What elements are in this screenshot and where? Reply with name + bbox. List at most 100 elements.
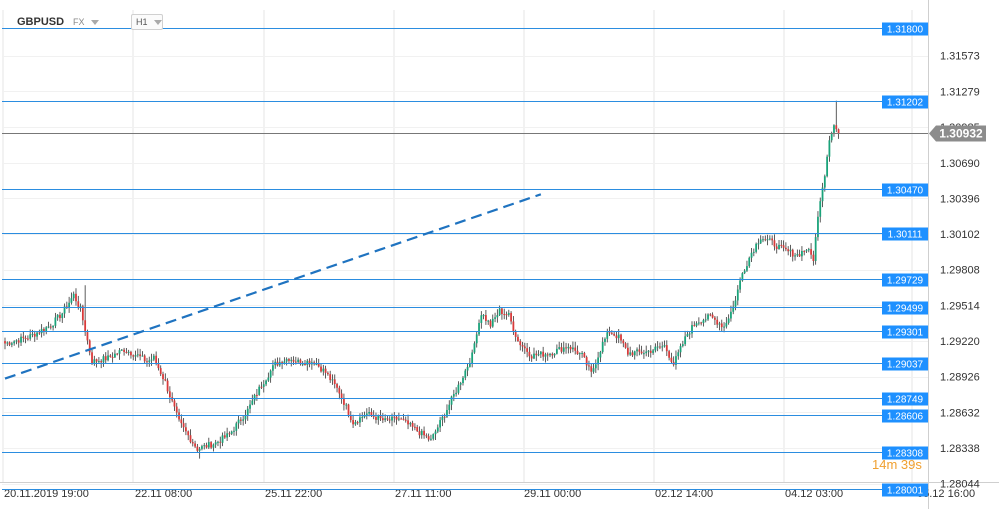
- candle-up: [221, 435, 224, 443]
- candle-down: [288, 359, 290, 361]
- candle-down: [631, 352, 634, 356]
- candle-up: [663, 345, 666, 347]
- candle-up: [368, 411, 371, 414]
- candle-down: [347, 404, 350, 415]
- candle-up: [604, 338, 606, 342]
- candle-down: [81, 306, 84, 321]
- candle-up: [581, 352, 583, 354]
- candle-up: [746, 266, 748, 271]
- candle-up: [290, 359, 293, 361]
- candle-down: [49, 326, 52, 328]
- candle-down: [381, 418, 384, 421]
- candle-down: [771, 238, 774, 241]
- candle-up: [606, 332, 609, 339]
- candle-up: [120, 349, 123, 351]
- symbol-label[interactable]: GBPUSD: [17, 16, 65, 28]
- candle-up: [796, 254, 799, 256]
- candle-up: [801, 251, 803, 257]
- candle-up: [652, 350, 654, 353]
- current-price-tag: [929, 125, 986, 142]
- candle-up: [704, 319, 707, 321]
- candle-up: [572, 347, 574, 350]
- candle-up: [828, 140, 831, 157]
- candle-down: [565, 347, 567, 349]
- candle-up: [491, 318, 494, 327]
- candle-up: [562, 347, 565, 352]
- candle-up: [61, 313, 64, 319]
- y-tick-label: 1.30690: [940, 158, 980, 170]
- candle-down: [615, 335, 618, 339]
- candle-up: [235, 423, 238, 431]
- candle-down: [143, 355, 146, 362]
- candle-up: [258, 386, 261, 395]
- candle-up: [52, 325, 54, 328]
- candle-down: [59, 314, 61, 319]
- candle-down: [791, 249, 794, 257]
- candle-up: [446, 409, 448, 417]
- x-tick-label: 05.12 16:00: [917, 488, 975, 500]
- candle-down: [292, 359, 295, 362]
- candle-down: [585, 357, 588, 366]
- candle-down: [638, 349, 641, 352]
- level-label-bg: [882, 409, 928, 423]
- candle-up: [201, 446, 203, 449]
- candle-down: [503, 314, 506, 316]
- candle-up: [752, 251, 755, 253]
- candle-up: [805, 250, 808, 252]
- candle-down: [576, 350, 579, 355]
- candle-down: [317, 363, 320, 367]
- level-label: 1.29499: [887, 304, 924, 315]
- candle-down: [157, 363, 160, 369]
- candle-up: [432, 434, 435, 439]
- candle-up: [494, 317, 496, 319]
- timeframe-select[interactable]: H1: [131, 14, 163, 30]
- candle-up: [823, 176, 826, 188]
- candle-up: [684, 336, 687, 345]
- candle-up: [56, 314, 59, 318]
- candle-up: [436, 427, 439, 432]
- candle-down: [27, 338, 29, 340]
- y-tick-label: 1.28044: [940, 479, 980, 491]
- candle-down: [837, 129, 840, 134]
- candle-down: [590, 366, 593, 372]
- candle-down: [146, 361, 148, 363]
- candle-up: [725, 322, 728, 327]
- candle-up: [450, 396, 453, 405]
- candle-up: [13, 341, 16, 344]
- candle-down: [77, 301, 80, 307]
- candle-up: [656, 346, 659, 348]
- candle-up: [629, 352, 632, 355]
- candle-down: [443, 416, 446, 418]
- candle-up: [214, 442, 217, 445]
- candle-up: [384, 418, 387, 421]
- candle-up: [47, 326, 50, 328]
- candle-up: [306, 360, 309, 365]
- candle-down: [404, 419, 407, 421]
- candle-up: [301, 363, 304, 365]
- candle-up: [549, 353, 551, 356]
- candle-up: [661, 346, 664, 348]
- candle-up: [269, 370, 272, 378]
- candle-down: [320, 366, 322, 372]
- candle-up: [107, 355, 109, 361]
- candle-down: [308, 360, 311, 365]
- candle-up: [230, 431, 233, 434]
- candle-up: [237, 419, 240, 424]
- candle-down: [375, 417, 377, 420]
- candle-down: [329, 374, 332, 381]
- level-label-bg: [882, 95, 928, 109]
- candle-up: [455, 392, 458, 395]
- candle-down: [780, 244, 783, 246]
- candle-up: [459, 383, 462, 385]
- candle-up: [207, 442, 210, 448]
- candle-up: [134, 355, 137, 357]
- candle-down: [407, 420, 409, 425]
- market-label[interactable]: FX: [73, 14, 99, 30]
- candle-down: [489, 320, 492, 327]
- candle-down: [109, 355, 112, 357]
- candle-down: [86, 332, 89, 341]
- candle-up: [679, 346, 682, 353]
- candle-down: [649, 350, 652, 353]
- candle-down: [304, 363, 306, 365]
